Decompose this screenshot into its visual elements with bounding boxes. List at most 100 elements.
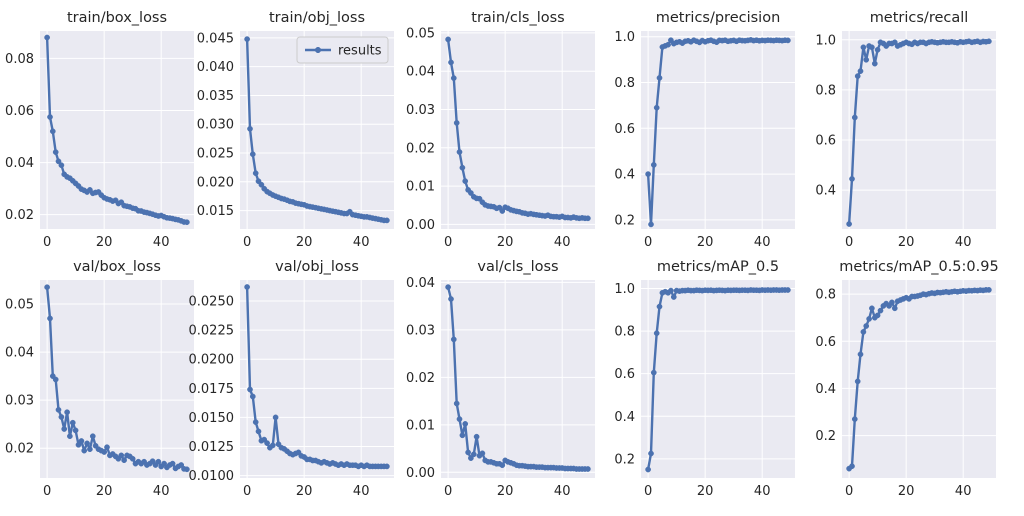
legend-box — [296, 36, 389, 64]
data-point — [169, 460, 176, 467]
data-point — [871, 60, 878, 67]
y-tick-label: 0.2 — [614, 452, 635, 467]
y-tick-label: 0.2 — [815, 429, 836, 444]
chart-title: train/cls_loss — [471, 10, 564, 26]
data-point — [448, 59, 454, 66]
data-point — [55, 158, 62, 165]
y-tick-label: 1.0 — [614, 30, 635, 45]
x-tick-label: 20 — [296, 484, 313, 499]
data-point — [244, 284, 250, 290]
data-point — [55, 406, 62, 413]
data-point — [255, 428, 262, 435]
y-tick-label: 0.020 — [197, 175, 234, 190]
data-point — [857, 68, 864, 74]
data-point — [670, 294, 677, 300]
data-point — [851, 114, 858, 121]
chart-title: train/box_loss — [67, 10, 167, 26]
y-tick-label: 0.03 — [406, 103, 435, 118]
data-point — [499, 462, 506, 469]
y-tick-label: 0.015 — [197, 204, 234, 219]
subplot-train-obj-loss: 0 20 40 0.015 0.020 0.025 0.030 0.035 0.040 0.045… — [197, 10, 394, 250]
x-tick-label: 0 — [43, 235, 51, 250]
plot-area-train-obj-loss — [240, 31, 394, 229]
y-tick-label: 0.030 — [197, 118, 234, 133]
data-point — [849, 176, 855, 182]
y-tick-label: 0.03 — [406, 323, 435, 338]
y-tick-label: 0.6 — [614, 122, 635, 137]
subplot-train-box-loss: 0 20 40 0.02 0.04 0.06 0.08 train/box_loss — [5, 10, 194, 250]
subplot-metrics-recall: 0 20 40 0.4 0.6 0.8 1.0 metrics/recall — [815, 10, 996, 250]
subplot-train-cls-loss: 0 20 40 0.00 0.01 0.02 0.03 0.04 0.05 train/cls_l… — [406, 10, 595, 250]
data-point — [456, 149, 463, 155]
data-point — [161, 460, 167, 467]
data-point — [785, 287, 791, 293]
x-tick-label: 20 — [898, 235, 915, 250]
data-point — [84, 440, 90, 447]
x-tick-label: 20 — [296, 235, 313, 250]
chart-title: metrics/mAP_0.5:0.95 — [839, 259, 998, 275]
y-tick-label: 0.0225 — [189, 324, 235, 339]
x-tick-label: 40 — [754, 484, 771, 499]
plot-area-train-box-loss — [40, 31, 194, 229]
data-point — [104, 444, 110, 451]
data-point — [645, 466, 651, 473]
subplot-metrics-precision: 0 20 40 0.2 0.4 0.6 0.8 1.0 metrics/precision — [614, 10, 795, 250]
y-tick-label: 0.04 — [406, 276, 435, 291]
chart-title: val/cls_loss — [477, 259, 558, 275]
data-point — [986, 287, 992, 293]
x-tick-label: 20 — [697, 235, 714, 250]
data-point — [456, 416, 463, 422]
data-point — [149, 458, 156, 465]
y-tick-label: 0.05 — [406, 26, 435, 41]
data-point — [129, 455, 136, 462]
data-point — [849, 463, 855, 470]
data-point — [986, 38, 992, 45]
y-tick-label: 0.8 — [614, 76, 635, 91]
plot-area-val-cls-loss — [441, 280, 595, 478]
data-point — [258, 181, 265, 188]
data-point — [58, 162, 65, 169]
data-point — [648, 450, 654, 457]
y-tick-label: 0.04 — [5, 156, 34, 171]
data-point — [468, 190, 474, 196]
data-point — [448, 296, 454, 302]
data-point — [889, 299, 895, 306]
data-point — [247, 386, 253, 393]
y-tick-label: 0.6 — [815, 134, 836, 149]
data-point — [468, 455, 474, 461]
y-tick-label: 0.4 — [815, 184, 836, 199]
data-point — [653, 330, 660, 337]
legend-marker — [314, 46, 322, 54]
data-point — [585, 466, 591, 472]
y-tick-label: 0.4 — [815, 382, 836, 397]
y-tick-label: 0.035 — [197, 89, 234, 104]
y-tick-label: 0.2 — [614, 213, 635, 228]
y-tick-label: 0.00 — [406, 466, 435, 481]
x-tick-label: 0 — [845, 235, 853, 250]
y-tick-label: 0.8 — [614, 325, 635, 340]
data-point — [445, 284, 451, 290]
data-point — [118, 452, 125, 459]
data-point — [891, 305, 898, 312]
x-tick-label: 40 — [153, 484, 170, 499]
y-tick-label: 0.025 — [197, 147, 234, 162]
x-tick-label: 40 — [554, 235, 571, 250]
data-point — [101, 449, 108, 455]
x-tick-label: 0 — [444, 235, 452, 250]
y-tick-label: 0.0175 — [189, 382, 235, 397]
data-point — [869, 44, 875, 51]
plot-area-val-obj-loss — [240, 280, 394, 478]
y-tick-label: 0.0150 — [189, 411, 235, 426]
y-tick-label: 0.06 — [5, 104, 34, 119]
data-point — [184, 219, 190, 226]
y-tick-label: 0.01 — [406, 180, 435, 195]
x-tick-label: 40 — [153, 235, 170, 250]
y-tick-label: 0.05 — [5, 298, 34, 313]
data-point — [81, 447, 88, 454]
plot-area-metrics-precision — [641, 31, 795, 229]
data-point — [877, 307, 884, 314]
y-tick-label: 0.6 — [815, 335, 836, 350]
data-point — [851, 416, 858, 422]
data-point — [857, 351, 864, 358]
